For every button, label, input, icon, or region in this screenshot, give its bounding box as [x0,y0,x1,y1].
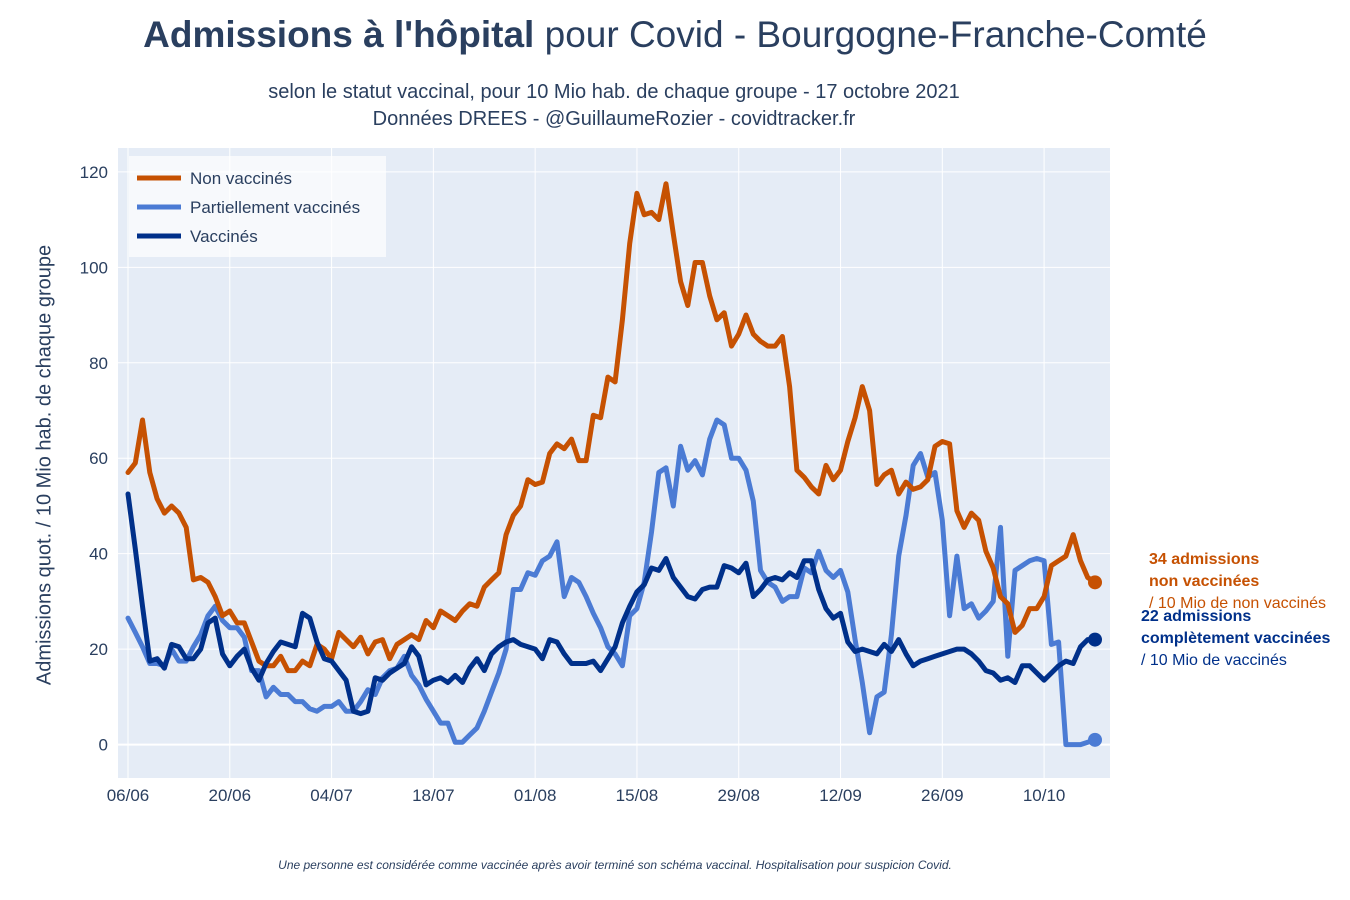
y-tick-label: 100 [80,258,108,277]
y-tick-label: 120 [80,163,108,182]
x-tick-label: 12/09 [819,786,862,805]
chart-title: Admissions à l'hôpital pour Covid - Bour… [0,14,1350,56]
y-tick-label: 0 [99,736,108,755]
annotation-v-unit: / 10 Mio de vaccinés [1141,652,1287,669]
annotation-vaccinated: 22 admissions complètement vaccinées / 1… [1141,606,1330,672]
annotation-nv-label: non vaccinées [1149,573,1260,590]
x-tick-label: 06/06 [107,786,150,805]
annotation-v-label: complètement vaccinées [1141,630,1331,647]
y-tick-label: 60 [89,449,108,468]
footnote: Une personne est considérée comme vaccin… [278,858,952,872]
x-tick-label: 18/07 [412,786,455,805]
series-line[interactable] [125,181,1098,674]
legend[interactable]: Non vaccinés Partiellement vaccinés Vaccin… [129,156,386,257]
annotation-nv-count: 34 admissions [1149,551,1260,568]
annotation-nv-unit: / 10 Mio de non vaccinés [1149,595,1326,612]
y-tick-labels: 0 20 40 60 80 100 120 [80,163,108,755]
y-tick-label: 40 [89,545,108,564]
chart-subtitle: selon le statut vaccinal, pour 10 Mio ha… [268,81,960,103]
x-tick-label: 29/08 [717,786,760,805]
title-bold: Admissions à l'hôpital [143,14,535,55]
annotation-non-vaccinated: 34 admissions non vaccinées / 10 Mio de … [1149,549,1326,615]
x-tick-label: 15/08 [616,786,659,805]
x-tick-label: 01/08 [514,786,557,805]
annotation-v-count: 22 admissions [1141,608,1252,625]
x-tick-label: 10/10 [1023,786,1066,805]
legend-label[interactable]: Vaccinés [190,227,258,246]
legend-label[interactable]: Partiellement vaccinés [190,198,360,217]
x-tick-label: 04/07 [310,786,353,805]
series-line[interactable] [125,491,1098,717]
series-endpoint-marker[interactable] [1088,632,1102,647]
x-tick-label: 26/09 [921,786,964,805]
series-endpoint-marker[interactable] [1088,575,1102,590]
x-tick-label: 20/06 [209,786,252,805]
series-endpoint-marker[interactable] [1088,732,1102,747]
legend-label[interactable]: Non vaccinés [190,169,292,188]
series-lines [125,181,1102,748]
y-tick-label: 20 [89,640,108,659]
chart-source: Données DREES - @GuillaumeRozier - covid… [372,108,856,130]
x-tick-labels: 06/06 20/06 04/07 18/07 01/08 15/08 29/08 12/09… [107,786,1066,805]
title-rest: pour Covid - Bourgogne-Franche-Comté [534,14,1207,55]
y-tick-label: 80 [89,354,108,373]
